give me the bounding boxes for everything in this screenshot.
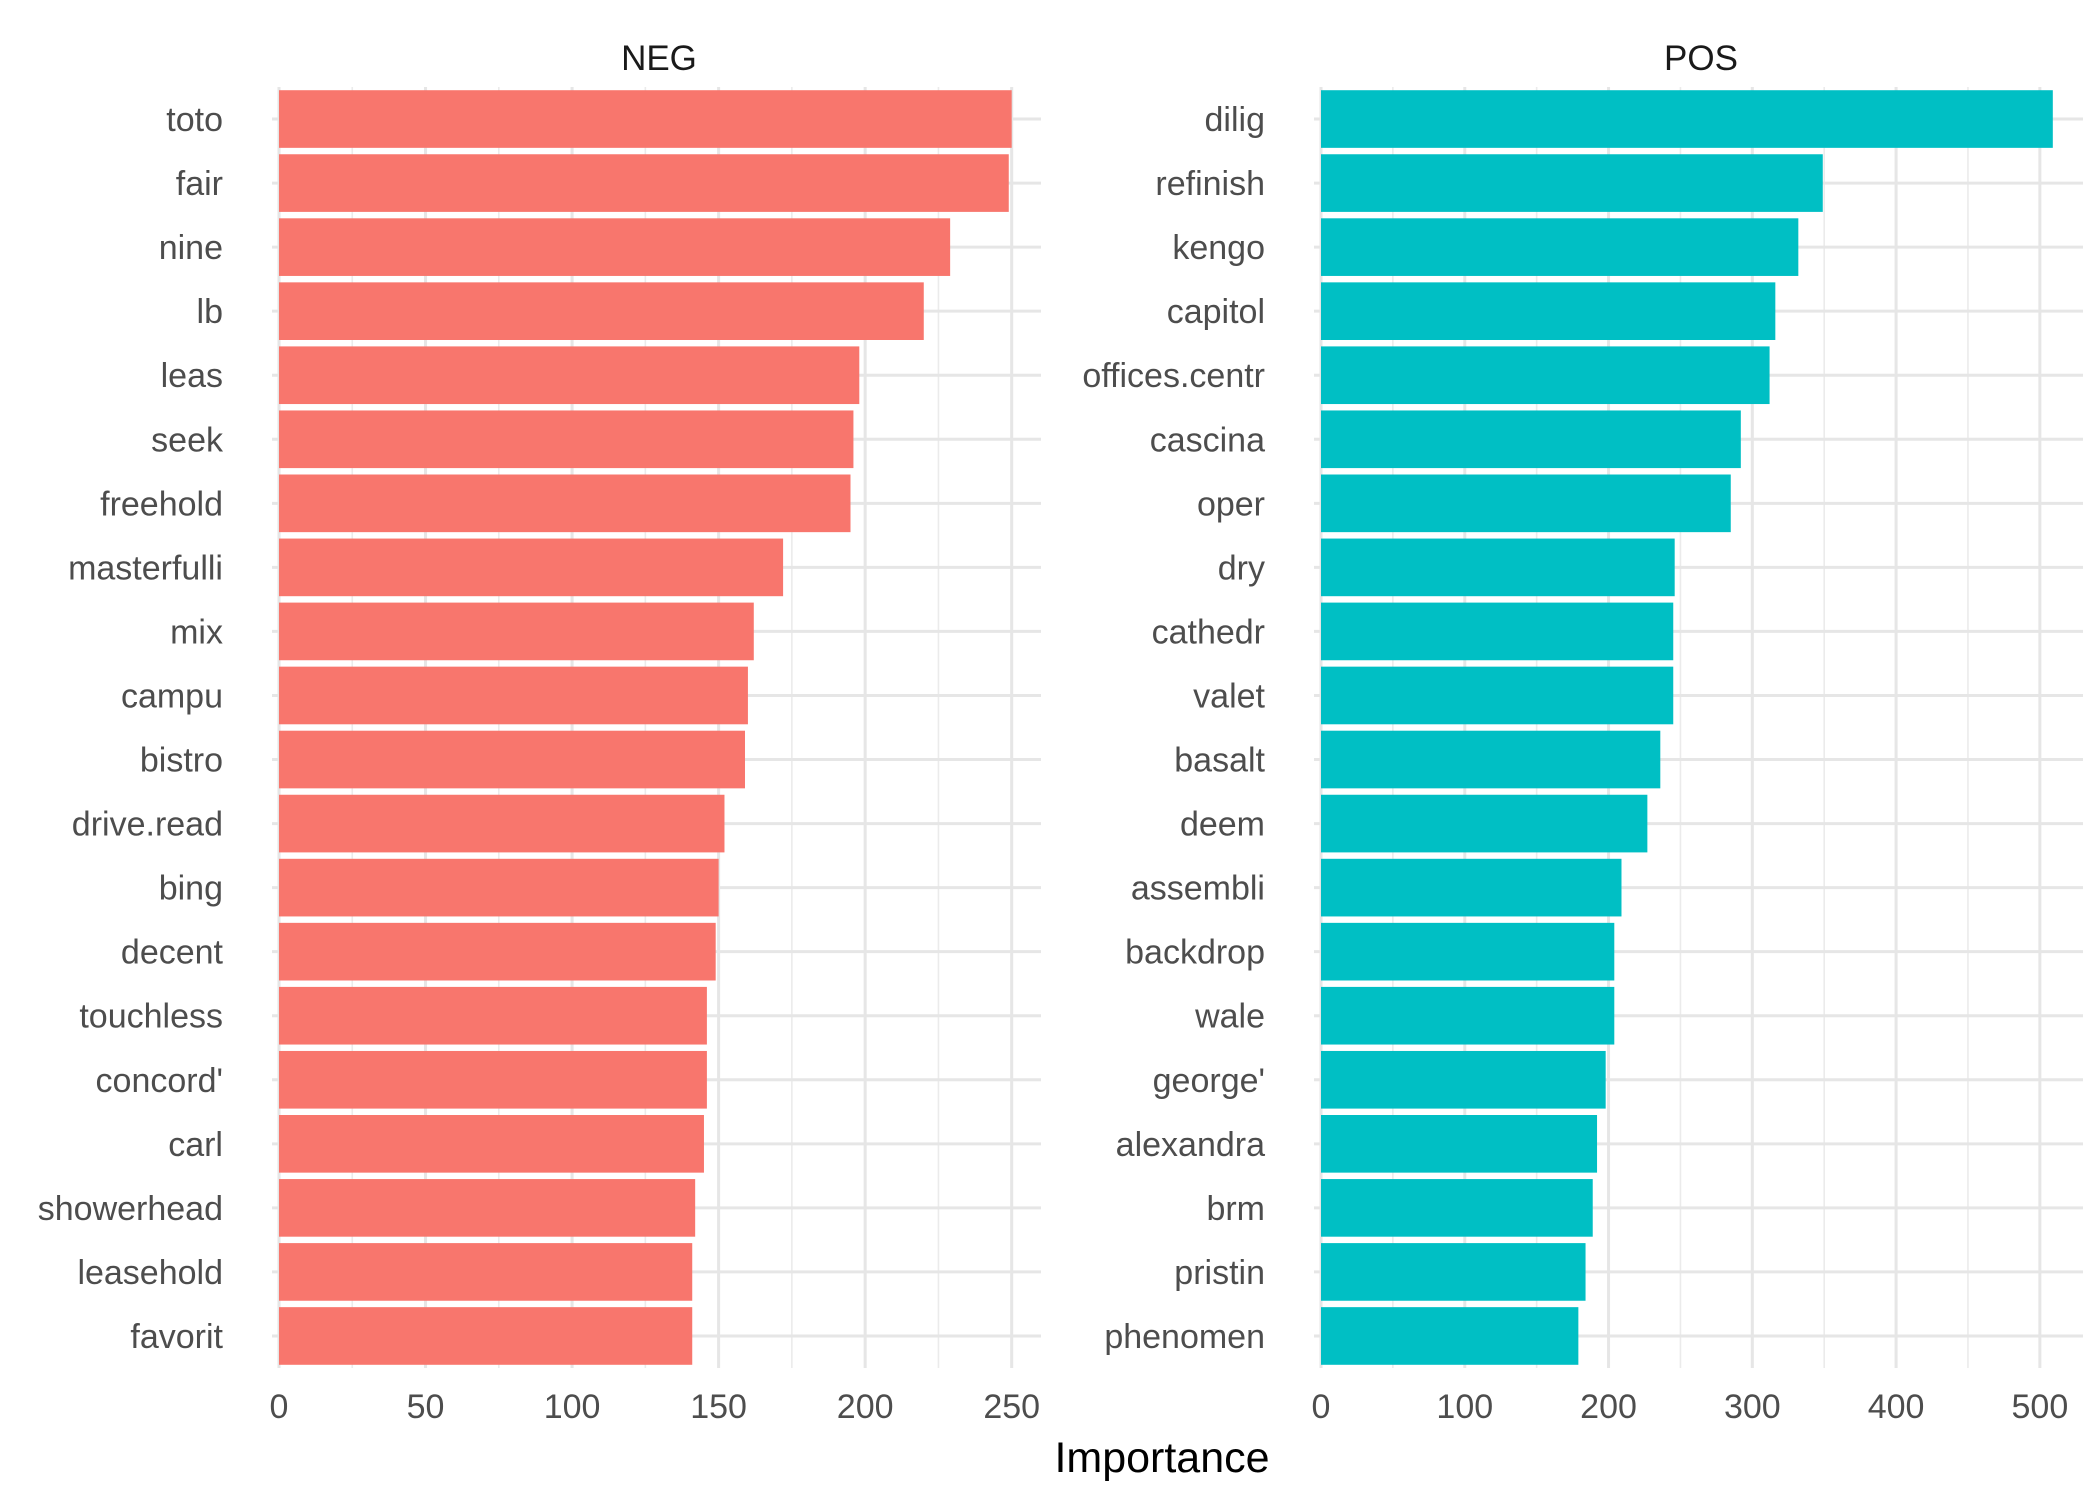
x-tick-label-pos-5: 500 <box>2012 1388 2069 1426</box>
bar-neg-13 <box>279 922 716 981</box>
category-label-neg-11: drive.read <box>72 806 223 844</box>
category-label-neg-0: toto <box>166 101 223 139</box>
category-label-neg-10: bistro <box>140 742 223 780</box>
x-tick-label-pos-4: 400 <box>1868 1388 1925 1426</box>
x-tick-label-pos-2: 200 <box>1580 1388 1637 1426</box>
bar-pos-9 <box>1321 666 1674 725</box>
category-label-pos-3: capitol <box>1167 293 1265 331</box>
bar-pos-10 <box>1321 730 1661 789</box>
x-tick-label-neg-1: 50 <box>407 1388 445 1426</box>
category-label-pos-6: oper <box>1197 485 1265 523</box>
bar-neg-12 <box>279 858 719 917</box>
bar-pos-13 <box>1321 922 1615 981</box>
category-label-pos-13: backdrop <box>1125 934 1265 972</box>
category-label-neg-17: showerhead <box>38 1190 223 1228</box>
category-label-pos-2: kengo <box>1172 229 1265 267</box>
category-label-neg-1: fair <box>176 165 223 203</box>
category-label-pos-11: deem <box>1180 806 1265 844</box>
bar-neg-7 <box>279 538 784 597</box>
category-label-neg-4: leas <box>161 357 223 395</box>
category-label-pos-4: offices.centr <box>1082 357 1265 395</box>
bar-neg-1 <box>279 154 1009 212</box>
bar-neg-0 <box>279 90 1012 148</box>
bar-neg-2 <box>279 218 951 276</box>
category-label-neg-5: seek <box>151 421 224 459</box>
bar-pos-12 <box>1321 858 1622 917</box>
bar-pos-3 <box>1321 282 1776 340</box>
category-label-neg-18: leasehold <box>77 1254 223 1292</box>
category-label-neg-2: nine <box>159 229 223 267</box>
category-label-neg-12: bing <box>159 870 223 908</box>
category-label-pos-8: cathedr <box>1152 613 1265 651</box>
bar-pos-16 <box>1321 1115 1598 1173</box>
category-label-pos-14: wale <box>1194 998 1265 1036</box>
bar-pos-11 <box>1321 794 1648 853</box>
bar-pos-1 <box>1321 154 1823 212</box>
category-label-pos-10: basalt <box>1174 742 1265 780</box>
bar-neg-3 <box>279 282 924 340</box>
bar-neg-16 <box>279 1115 704 1173</box>
category-label-pos-19: phenomen <box>1104 1318 1265 1356</box>
category-label-pos-0: dilig <box>1205 101 1265 139</box>
facet-title-neg: NEG <box>621 39 697 78</box>
bar-pos-5 <box>1321 410 1741 469</box>
category-label-neg-3: lb <box>197 293 223 331</box>
x-tick-label-pos-1: 100 <box>1436 1388 1493 1426</box>
category-label-neg-9: campu <box>121 677 223 715</box>
bar-neg-19 <box>279 1307 693 1365</box>
category-label-neg-6: freehold <box>100 485 223 523</box>
bar-pos-18 <box>1321 1243 1586 1301</box>
bar-neg-8 <box>279 602 754 661</box>
x-tick-label-neg-5: 250 <box>983 1388 1040 1426</box>
bar-pos-17 <box>1321 1179 1593 1237</box>
category-label-pos-1: refinish <box>1155 165 1265 203</box>
category-label-pos-7: dry <box>1218 549 1265 587</box>
x-axis-title: Importance <box>1054 1434 1269 1482</box>
bar-neg-18 <box>279 1243 693 1301</box>
category-label-pos-18: pristin <box>1174 1254 1265 1292</box>
bar-pos-15 <box>1321 1050 1606 1109</box>
category-label-neg-13: decent <box>121 934 224 972</box>
category-label-neg-7: masterfulli <box>68 549 223 587</box>
bar-pos-4 <box>1321 346 1770 405</box>
x-tick-label-neg-3: 150 <box>690 1388 747 1426</box>
panel-neg: toto fair nine lb leas seek freehold masterfull… <box>38 39 1041 1426</box>
category-label-neg-15: concord' <box>96 1062 223 1100</box>
bar-neg-14 <box>279 986 707 1045</box>
bar-pos-7 <box>1321 538 1675 597</box>
category-label-neg-14: touchless <box>79 998 223 1036</box>
bar-pos-14 <box>1321 986 1615 1045</box>
category-label-pos-16: alexandra <box>1116 1126 1265 1164</box>
category-label-pos-12: assembli <box>1131 870 1265 908</box>
category-label-pos-5: cascina <box>1150 421 1265 459</box>
category-label-neg-16: carl <box>168 1126 223 1164</box>
bar-neg-11 <box>279 794 725 853</box>
bar-neg-6 <box>279 474 851 533</box>
bar-neg-4 <box>279 346 860 405</box>
bar-neg-17 <box>279 1179 696 1237</box>
bar-pos-8 <box>1321 602 1674 661</box>
bar-neg-15 <box>279 1050 707 1109</box>
panel-pos: dilig refinish kengo capitol offices.centr ca… <box>1082 39 2083 1426</box>
category-label-pos-9: valet <box>1193 677 1265 715</box>
category-label-neg-19: favorit <box>130 1318 223 1356</box>
bar-neg-5 <box>279 410 854 469</box>
bar-neg-10 <box>279 730 745 789</box>
facet-title-pos: POS <box>1664 39 1738 78</box>
category-label-neg-8: mix <box>170 613 223 651</box>
x-tick-label-pos-0: 0 <box>1312 1388 1331 1426</box>
bar-pos-2 <box>1321 218 1799 276</box>
x-tick-label-neg-4: 200 <box>837 1388 894 1426</box>
bar-pos-0 <box>1321 90 2053 148</box>
bar-pos-6 <box>1321 474 1731 533</box>
x-tick-label-pos-3: 300 <box>1724 1388 1781 1426</box>
x-tick-label-neg-0: 0 <box>270 1388 289 1426</box>
bar-neg-9 <box>279 666 748 725</box>
bar-pos-19 <box>1321 1307 1579 1365</box>
category-label-pos-17: brm <box>1206 1190 1265 1228</box>
category-label-pos-15: george' <box>1153 1062 1265 1100</box>
x-tick-label-neg-2: 100 <box>544 1388 601 1426</box>
